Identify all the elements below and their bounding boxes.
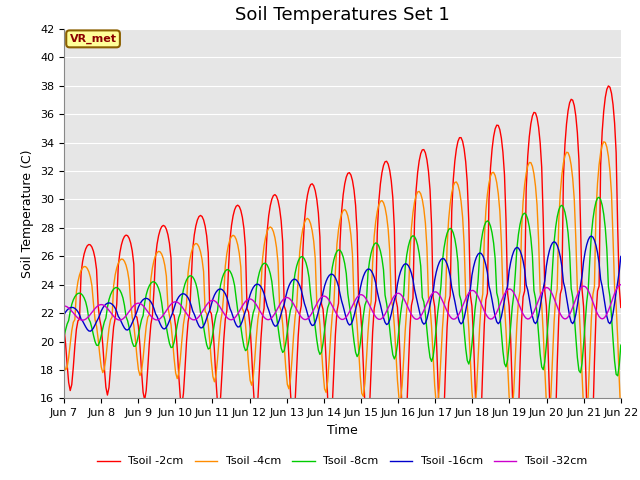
Tsoil -16cm bbox=[588, 233, 595, 239]
Tsoil -8cm bbox=[254, 276, 262, 282]
Tsoil -4cm bbox=[600, 139, 607, 144]
Tsoil -4cm bbox=[226, 237, 234, 242]
Tsoil -32cm bbox=[255, 307, 263, 313]
Tsoil -4cm bbox=[244, 361, 252, 367]
Tsoil -2cm bbox=[254, 396, 262, 402]
Legend: Tsoil -2cm, Tsoil -4cm, Tsoil -8cm, Tsoil -16cm, Tsoil -32cm: Tsoil -2cm, Tsoil -4cm, Tsoil -8cm, Tsoi… bbox=[93, 452, 592, 471]
Tsoil -32cm bbox=[617, 282, 625, 288]
Tsoil -16cm bbox=[130, 316, 138, 322]
X-axis label: Time: Time bbox=[327, 424, 358, 437]
Tsoil -16cm bbox=[86, 328, 94, 334]
Tsoil -2cm bbox=[586, 478, 594, 480]
Tsoil -8cm bbox=[226, 268, 234, 274]
Tsoil -16cm bbox=[246, 292, 254, 298]
Title: Soil Temperatures Set 1: Soil Temperatures Set 1 bbox=[235, 6, 450, 24]
Tsoil -16cm bbox=[228, 309, 236, 315]
Tsoil -4cm bbox=[60, 361, 68, 367]
Tsoil -32cm bbox=[60, 303, 68, 309]
Y-axis label: Soil Temperature (C): Soil Temperature (C) bbox=[22, 149, 35, 278]
Tsoil -4cm bbox=[129, 314, 136, 320]
Tsoil -2cm bbox=[303, 192, 311, 198]
Tsoil -32cm bbox=[588, 295, 595, 300]
Line: Tsoil -16cm: Tsoil -16cm bbox=[64, 236, 621, 331]
Tsoil -4cm bbox=[303, 216, 311, 221]
Tsoil -8cm bbox=[129, 339, 136, 345]
Tsoil -32cm bbox=[130, 303, 138, 309]
Tsoil -2cm bbox=[244, 309, 252, 315]
Text: VR_met: VR_met bbox=[70, 34, 116, 44]
Tsoil -8cm bbox=[303, 266, 311, 272]
Tsoil -8cm bbox=[595, 194, 603, 200]
Tsoil -8cm bbox=[60, 334, 68, 339]
Tsoil -8cm bbox=[586, 257, 594, 263]
Tsoil -8cm bbox=[617, 342, 625, 348]
Tsoil -2cm bbox=[588, 464, 595, 469]
Line: Tsoil -4cm: Tsoil -4cm bbox=[64, 142, 621, 426]
Tsoil -4cm bbox=[617, 412, 625, 418]
Tsoil -8cm bbox=[614, 373, 621, 379]
Line: Tsoil -2cm: Tsoil -2cm bbox=[64, 86, 621, 480]
Tsoil -32cm bbox=[246, 296, 254, 302]
Tsoil -16cm bbox=[589, 234, 596, 240]
Tsoil -2cm bbox=[605, 83, 612, 89]
Tsoil -16cm bbox=[60, 312, 68, 318]
Tsoil -2cm bbox=[226, 237, 234, 243]
Tsoil -16cm bbox=[617, 253, 625, 259]
Tsoil -4cm bbox=[254, 316, 262, 322]
Tsoil -2cm bbox=[617, 304, 625, 310]
Tsoil -16cm bbox=[305, 316, 313, 322]
Line: Tsoil -8cm: Tsoil -8cm bbox=[64, 197, 621, 376]
Tsoil -2cm bbox=[129, 248, 136, 254]
Tsoil -4cm bbox=[588, 316, 595, 322]
Tsoil -32cm bbox=[305, 314, 313, 320]
Tsoil -16cm bbox=[255, 282, 263, 288]
Tsoil -8cm bbox=[244, 340, 252, 346]
Tsoil -2cm bbox=[60, 325, 68, 331]
Line: Tsoil -32cm: Tsoil -32cm bbox=[64, 285, 621, 320]
Tsoil -4cm bbox=[581, 423, 589, 429]
Tsoil -32cm bbox=[79, 317, 86, 323]
Tsoil -32cm bbox=[228, 317, 236, 323]
